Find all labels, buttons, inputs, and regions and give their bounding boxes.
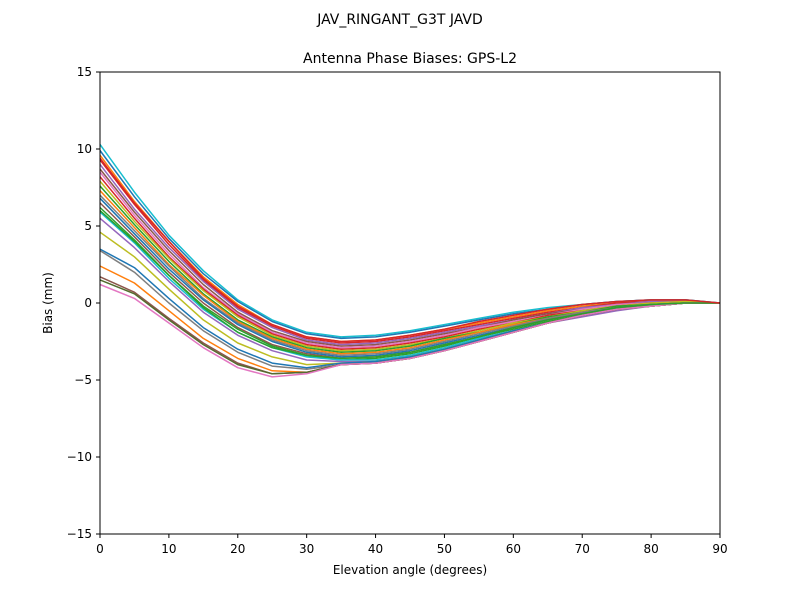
x-tick-label: 40: [368, 542, 383, 556]
x-tick-label: 20: [230, 542, 245, 556]
x-tick-label: 0: [96, 542, 104, 556]
x-tick-label: 50: [437, 542, 452, 556]
series-line-10: [99, 185, 720, 354]
x-tick-label: 80: [643, 542, 658, 556]
series-line-26: [99, 157, 721, 343]
x-tick-label: 30: [299, 542, 314, 556]
y-axis-label: Bias (mm): [41, 272, 55, 334]
series-line-24: [99, 283, 720, 378]
x-axis-label: Elevation angle (degrees): [333, 563, 487, 577]
series-line-4: [99, 159, 721, 344]
y-tick-label: 15: [77, 65, 92, 79]
figure-suptitle: JAV_RINGANT_G3T JAVD: [316, 12, 483, 28]
x-tick-label: 60: [506, 542, 521, 556]
y-tick-label: 0: [84, 296, 92, 310]
plot-area: [99, 71, 721, 535]
x-tick-label: 70: [575, 542, 590, 556]
y-axis-ticks: −15 −10 −5 0 5 10 15: [67, 65, 100, 541]
y-tick-label: −5: [74, 373, 92, 387]
x-tick-label: 90: [712, 542, 727, 556]
chart-title: Antenna Phase Biases: GPS-L2: [303, 51, 517, 67]
series-line-25: [99, 210, 720, 360]
series-layer: [99, 143, 721, 378]
y-tick-label: −10: [67, 450, 92, 464]
x-axis-ticks: 0 10 20 30 40 50 60 70 80 90: [96, 534, 728, 556]
y-tick-label: 5: [84, 219, 92, 233]
y-tick-label: −15: [67, 527, 92, 541]
series-line-7: [99, 171, 721, 349]
x-tick-label: 10: [161, 542, 176, 556]
y-tick-label: 10: [77, 142, 92, 156]
